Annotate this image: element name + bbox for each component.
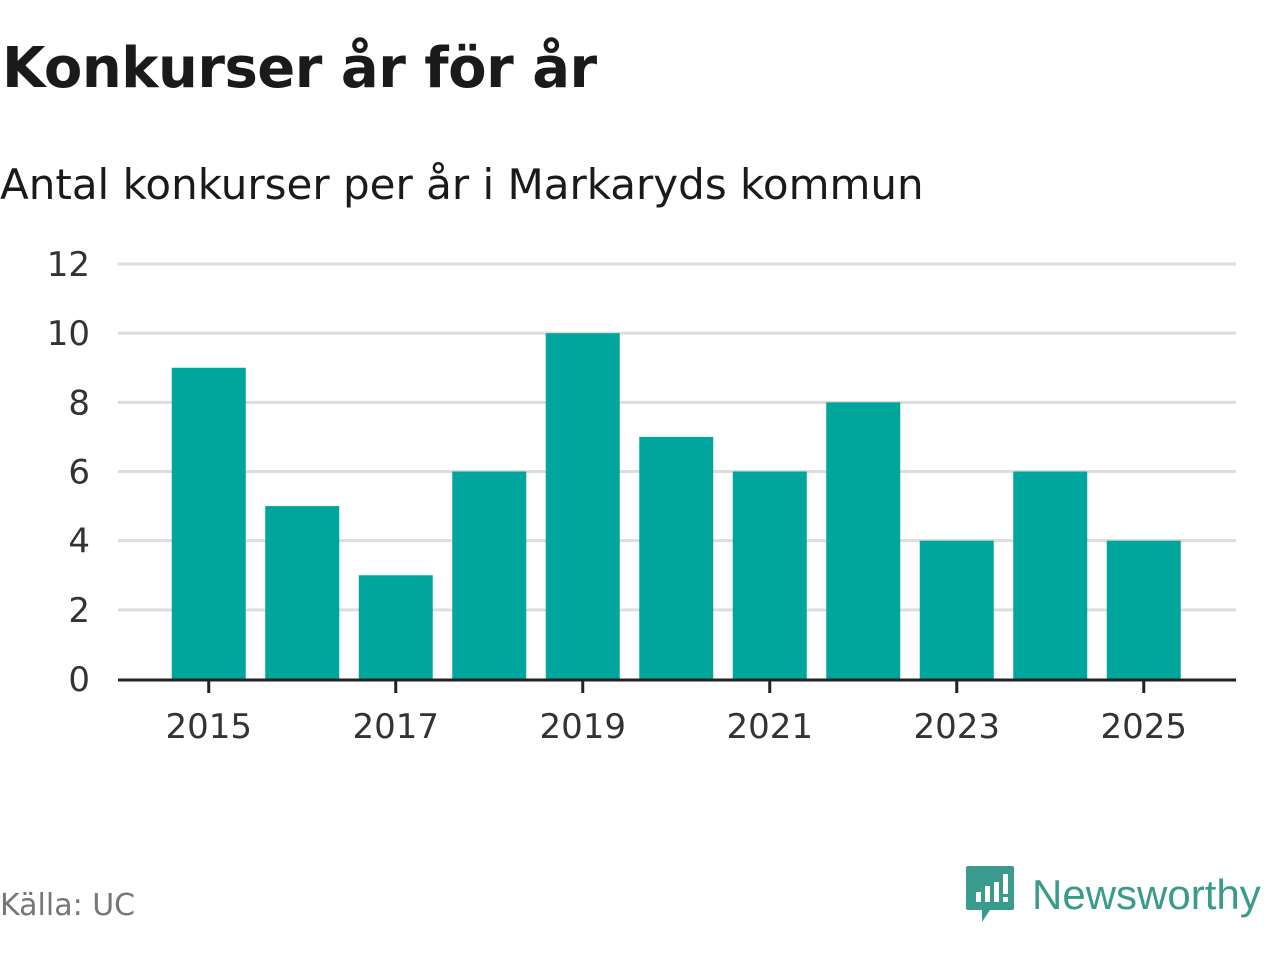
bar-2023 bbox=[919, 540, 994, 679]
bars bbox=[171, 333, 1181, 679]
x-axis bbox=[118, 678, 1236, 693]
y-tick-label: 6 bbox=[68, 453, 90, 493]
x-tick-label: 2019 bbox=[539, 707, 626, 747]
x-tick-label: 2015 bbox=[165, 707, 252, 747]
x-axis-tick-labels: 2015 2017 2019 2021 2023 2025 bbox=[165, 707, 1187, 747]
x-tick-label: 2021 bbox=[726, 707, 813, 747]
x-tick-label: 2017 bbox=[352, 707, 439, 747]
y-tick-label: 4 bbox=[68, 522, 90, 562]
bar-2020 bbox=[639, 436, 714, 679]
bar-2024 bbox=[1013, 471, 1088, 679]
y-tick-label: 8 bbox=[68, 383, 90, 423]
bar-2025 bbox=[1106, 540, 1181, 679]
y-tick-label: 0 bbox=[68, 660, 90, 700]
x-tick-label: 2025 bbox=[1100, 707, 1187, 747]
x-tick-label: 2023 bbox=[913, 707, 1000, 747]
bar-2019 bbox=[545, 333, 620, 679]
bar-2021 bbox=[732, 471, 807, 679]
newsworthy-logo-icon bbox=[966, 866, 1014, 922]
bar-2016 bbox=[265, 506, 340, 679]
chart-title: Konkurser år för år bbox=[2, 36, 597, 101]
y-tick-label: 10 bbox=[47, 314, 90, 354]
brand-name: Newsworthy bbox=[1032, 871, 1261, 918]
y-tick-label: 12 bbox=[47, 245, 90, 285]
chart-subtitle: Antal konkurser per år i Markaryds kommu… bbox=[0, 160, 924, 209]
y-tick-label: 2 bbox=[68, 591, 90, 631]
source-note: Källa: UC bbox=[0, 888, 136, 923]
brand: Newsworthy bbox=[964, 864, 1261, 926]
bar-2017 bbox=[358, 575, 433, 679]
bar-2018 bbox=[452, 471, 527, 679]
y-axis-tick-labels: 0 2 4 6 8 10 12 bbox=[47, 245, 90, 700]
bar-2015 bbox=[171, 367, 246, 679]
bar-2022 bbox=[826, 402, 901, 679]
